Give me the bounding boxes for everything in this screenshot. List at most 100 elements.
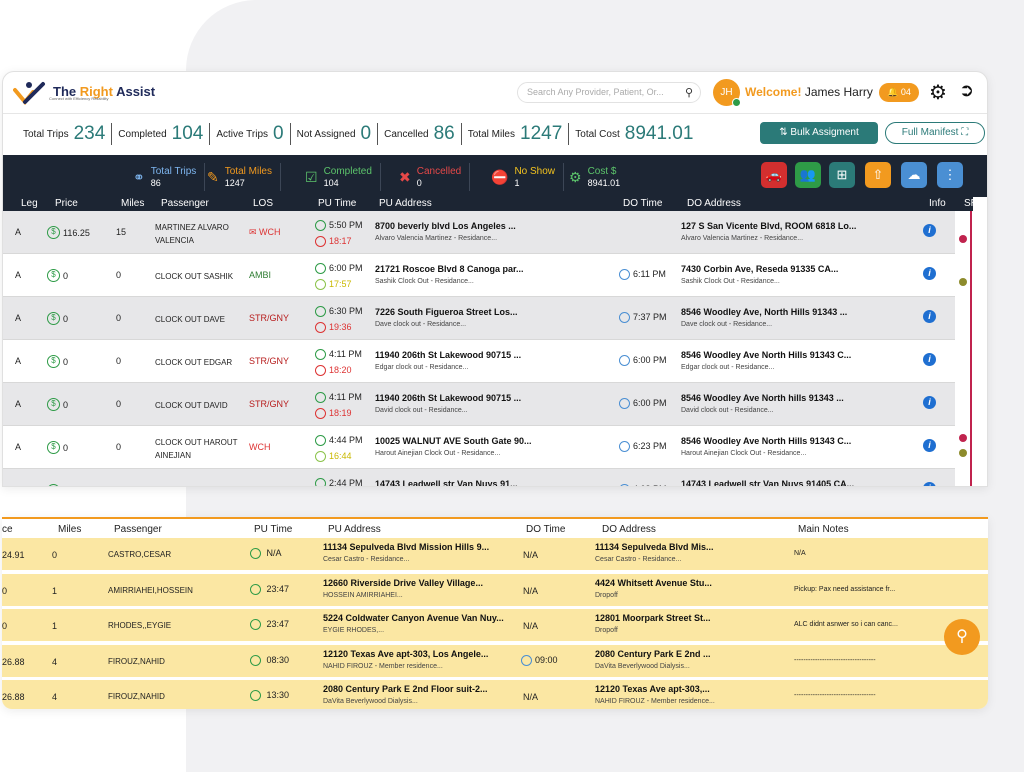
column-header[interactable]: PU Time <box>318 198 357 209</box>
info-icon[interactable]: i <box>923 310 936 323</box>
column-header[interactable]: PU Time <box>254 524 293 535</box>
summary-value: 0 <box>416 177 422 188</box>
cloud-icon[interactable]: ☁ <box>901 162 927 188</box>
group-icon[interactable]: 👥 <box>795 162 821 188</box>
info-icon[interactable]: i <box>923 482 936 486</box>
leg-cell: A <box>15 313 22 323</box>
do-time-cell: 7:37 PM <box>619 312 667 324</box>
bulk-assignment-button[interactable]: ⇅ Bulk Assigment <box>760 122 878 144</box>
price-cell: 26.88 <box>2 692 25 702</box>
clock-icon <box>315 263 326 275</box>
pu-address-cell: 5224 Coldwater Canyon Avenue Van Nuy... E… <box>323 613 504 634</box>
clock-icon <box>619 398 630 410</box>
full-manifest-button[interactable]: Full Manifest ⛶ <box>885 122 985 144</box>
pu-address-note: Sashik Clock Out - Residance... <box>375 278 474 285</box>
pu-address-note: EYGIE RHODES,... <box>323 627 385 634</box>
column-header[interactable]: DO Time <box>623 198 663 209</box>
do-address-cell: 8546 Woodley Ave North Hills 91343 C... H… <box>681 436 851 457</box>
column-header[interactable]: DO Address <box>687 198 741 209</box>
column-header[interactable]: PU Address <box>328 524 381 535</box>
column-header[interactable]: DO Address <box>602 524 656 535</box>
table-row[interactable]: 0 1 AMIRRIAHEI,HOSSEIN 23:47 12660 Riversid… <box>2 573 988 608</box>
table-row[interactable]: A $0 0 CLOCK OUT DAVE STR/GNY 6:30 PM 19:36 722… <box>3 297 955 340</box>
avatar[interactable]: JH <box>713 79 741 107</box>
pu-time-cell: 5:50 PM 18:17 <box>315 217 363 249</box>
column-header[interactable]: Passenger <box>161 198 209 209</box>
do-time-cell: 4:08 PM <box>619 484 667 486</box>
los-value: STR/GNY <box>249 399 290 409</box>
stat-label: Not Assigned <box>296 128 356 140</box>
pu-time-value: 4:44 PM <box>329 435 363 445</box>
add-route-icon[interactable]: ⊞ <box>829 162 855 188</box>
pu-time-cell: 13:30 <box>250 690 290 702</box>
search-input[interactable]: Search Any Provider, Patient, Or... ⚲ <box>517 82 701 103</box>
pu-time-actual-value: 18:19 <box>329 408 352 418</box>
column-header[interactable]: LOS <box>253 198 274 209</box>
table-row[interactable]: A $0 0 CLOCK OUT EDGAR STR/GNY 4:11 PM 18:20 11… <box>3 340 955 383</box>
info-icon[interactable]: i <box>923 267 936 280</box>
column-header[interactable]: Miles <box>58 524 82 535</box>
clock-icon <box>250 548 261 560</box>
trips-table-header: Leg Price Miles Passenger LOS PU Time PU Addre… <box>3 197 978 211</box>
column-header[interactable]: Passenger <box>114 524 162 535</box>
more-icon[interactable]: ⋮ <box>937 162 963 188</box>
column-header[interactable]: Price <box>55 198 78 209</box>
pu-time-value: 13:30 <box>264 690 290 700</box>
column-header[interactable]: Leg <box>21 198 38 209</box>
gear-icon[interactable]: ⚙ <box>929 82 947 104</box>
info-icon[interactable]: i <box>923 439 936 452</box>
miles-cell: 0 <box>116 485 121 486</box>
pu-address-note: Edgar clock out - Residance... <box>375 364 469 371</box>
logo[interactable]: The Right Assist Connect with Efficiency… <box>13 80 155 106</box>
info-icon[interactable]: i <box>923 353 936 366</box>
do-address-cell: 14743 Leadwell str Van Nuys 91405 CA... <box>681 479 854 486</box>
column-header[interactable]: DO Time <box>526 524 566 535</box>
pu-address-cell: 10025 WALNUT AVE South Gate 90... Harout … <box>375 436 532 457</box>
clock-icon <box>315 236 326 248</box>
stat-item: Total Cost 8941.01 <box>575 123 699 145</box>
miles-cell: 0 <box>52 550 58 560</box>
notification-button[interactable]: 🔔 04 <box>879 83 919 102</box>
do-address: 11134 Sepulveda Blvd Mis... <box>595 542 714 552</box>
price-value: 0 <box>63 356 69 367</box>
table-row[interactable]: A $116.25 15 MARTINEZ ALVARO VALENCIA ✉ WCH 5:… <box>3 211 955 254</box>
column-header[interactable]: Miles <box>121 198 145 209</box>
upload-icon[interactable]: ⇧ <box>865 162 891 188</box>
table-row[interactable]: A $0 0 CLOCK OUT DAVID STR/GNY 4:11 PM 18:19 11… <box>3 383 955 426</box>
table-row[interactable]: 24.91 0 CASTRO,CESAR N/A 11134 Sepulveda Bl… <box>2 538 988 572</box>
table-row[interactable]: 26.88 4 FIROUZ,NAHID 08:30 12120 Texas Ave … <box>2 644 988 679</box>
los-cell: STR/GNY <box>249 485 289 486</box>
passenger-cell: AMIRRIAHEI,HOSSEIN <box>108 585 193 595</box>
column-header[interactable]: PU Address <box>379 198 432 209</box>
logout-icon[interactable]: ➲ <box>959 80 975 100</box>
price-cell: 0 <box>2 585 8 596</box>
summary-value: 1 <box>514 177 520 188</box>
table-row[interactable]: 0 1 RHODES,,EYGIE 23:47 5224 Coldwater Cany… <box>2 609 988 643</box>
do-address: 8546 Woodley Ave North Hills 91343 C... <box>681 436 852 446</box>
pu-time-cell: 4:44 PM 16:44 <box>315 432 363 464</box>
do-time-cell: 6:00 PM <box>619 398 667 410</box>
do-address-cell: 12801 Moorpark Street St... Dropoff <box>595 613 711 634</box>
do-address-cell: 127 S San Vicente Blvd, ROOM 6818 Lo... A… <box>681 221 856 242</box>
table-row[interactable]: 26.88 4 FIROUZ,NAHID 13:30 2080 Century Par… <box>2 680 988 709</box>
table-row[interactable]: A $0 0 CLOCK OUT SASHIK AMBI 6:00 PM 17:57 2172… <box>3 254 955 297</box>
car-icon[interactable]: 🚗 <box>761 162 787 188</box>
los-value: STR/GNY <box>249 356 290 366</box>
do-address-note: Sashik Clock Out - Residance... <box>681 278 780 285</box>
column-header[interactable]: ce <box>2 524 13 535</box>
location-pin-icon[interactable]: ⚲ <box>944 619 980 655</box>
table-row[interactable]: A $0 0 CLOCK OUT HAROUT AINEJIAN WCH 4:44 PM 16… <box>3 426 955 469</box>
stat-label: Cancelled <box>384 128 429 140</box>
search-icon[interactable]: ⚲ <box>684 87 693 99</box>
stat-item: Total Miles 1247 <box>468 123 570 145</box>
price-cell: $0 <box>47 398 68 411</box>
pu-time-actual-value: 16:44 <box>329 451 352 461</box>
column-header[interactable]: Info <box>929 198 946 209</box>
info-icon[interactable]: i <box>923 224 936 237</box>
info-icon[interactable]: i <box>923 396 936 409</box>
column-header[interactable]: SR <box>964 198 978 209</box>
sr-marker <box>959 449 967 457</box>
column-header[interactable]: Main Notes <box>798 524 849 535</box>
clock-icon <box>315 365 326 377</box>
